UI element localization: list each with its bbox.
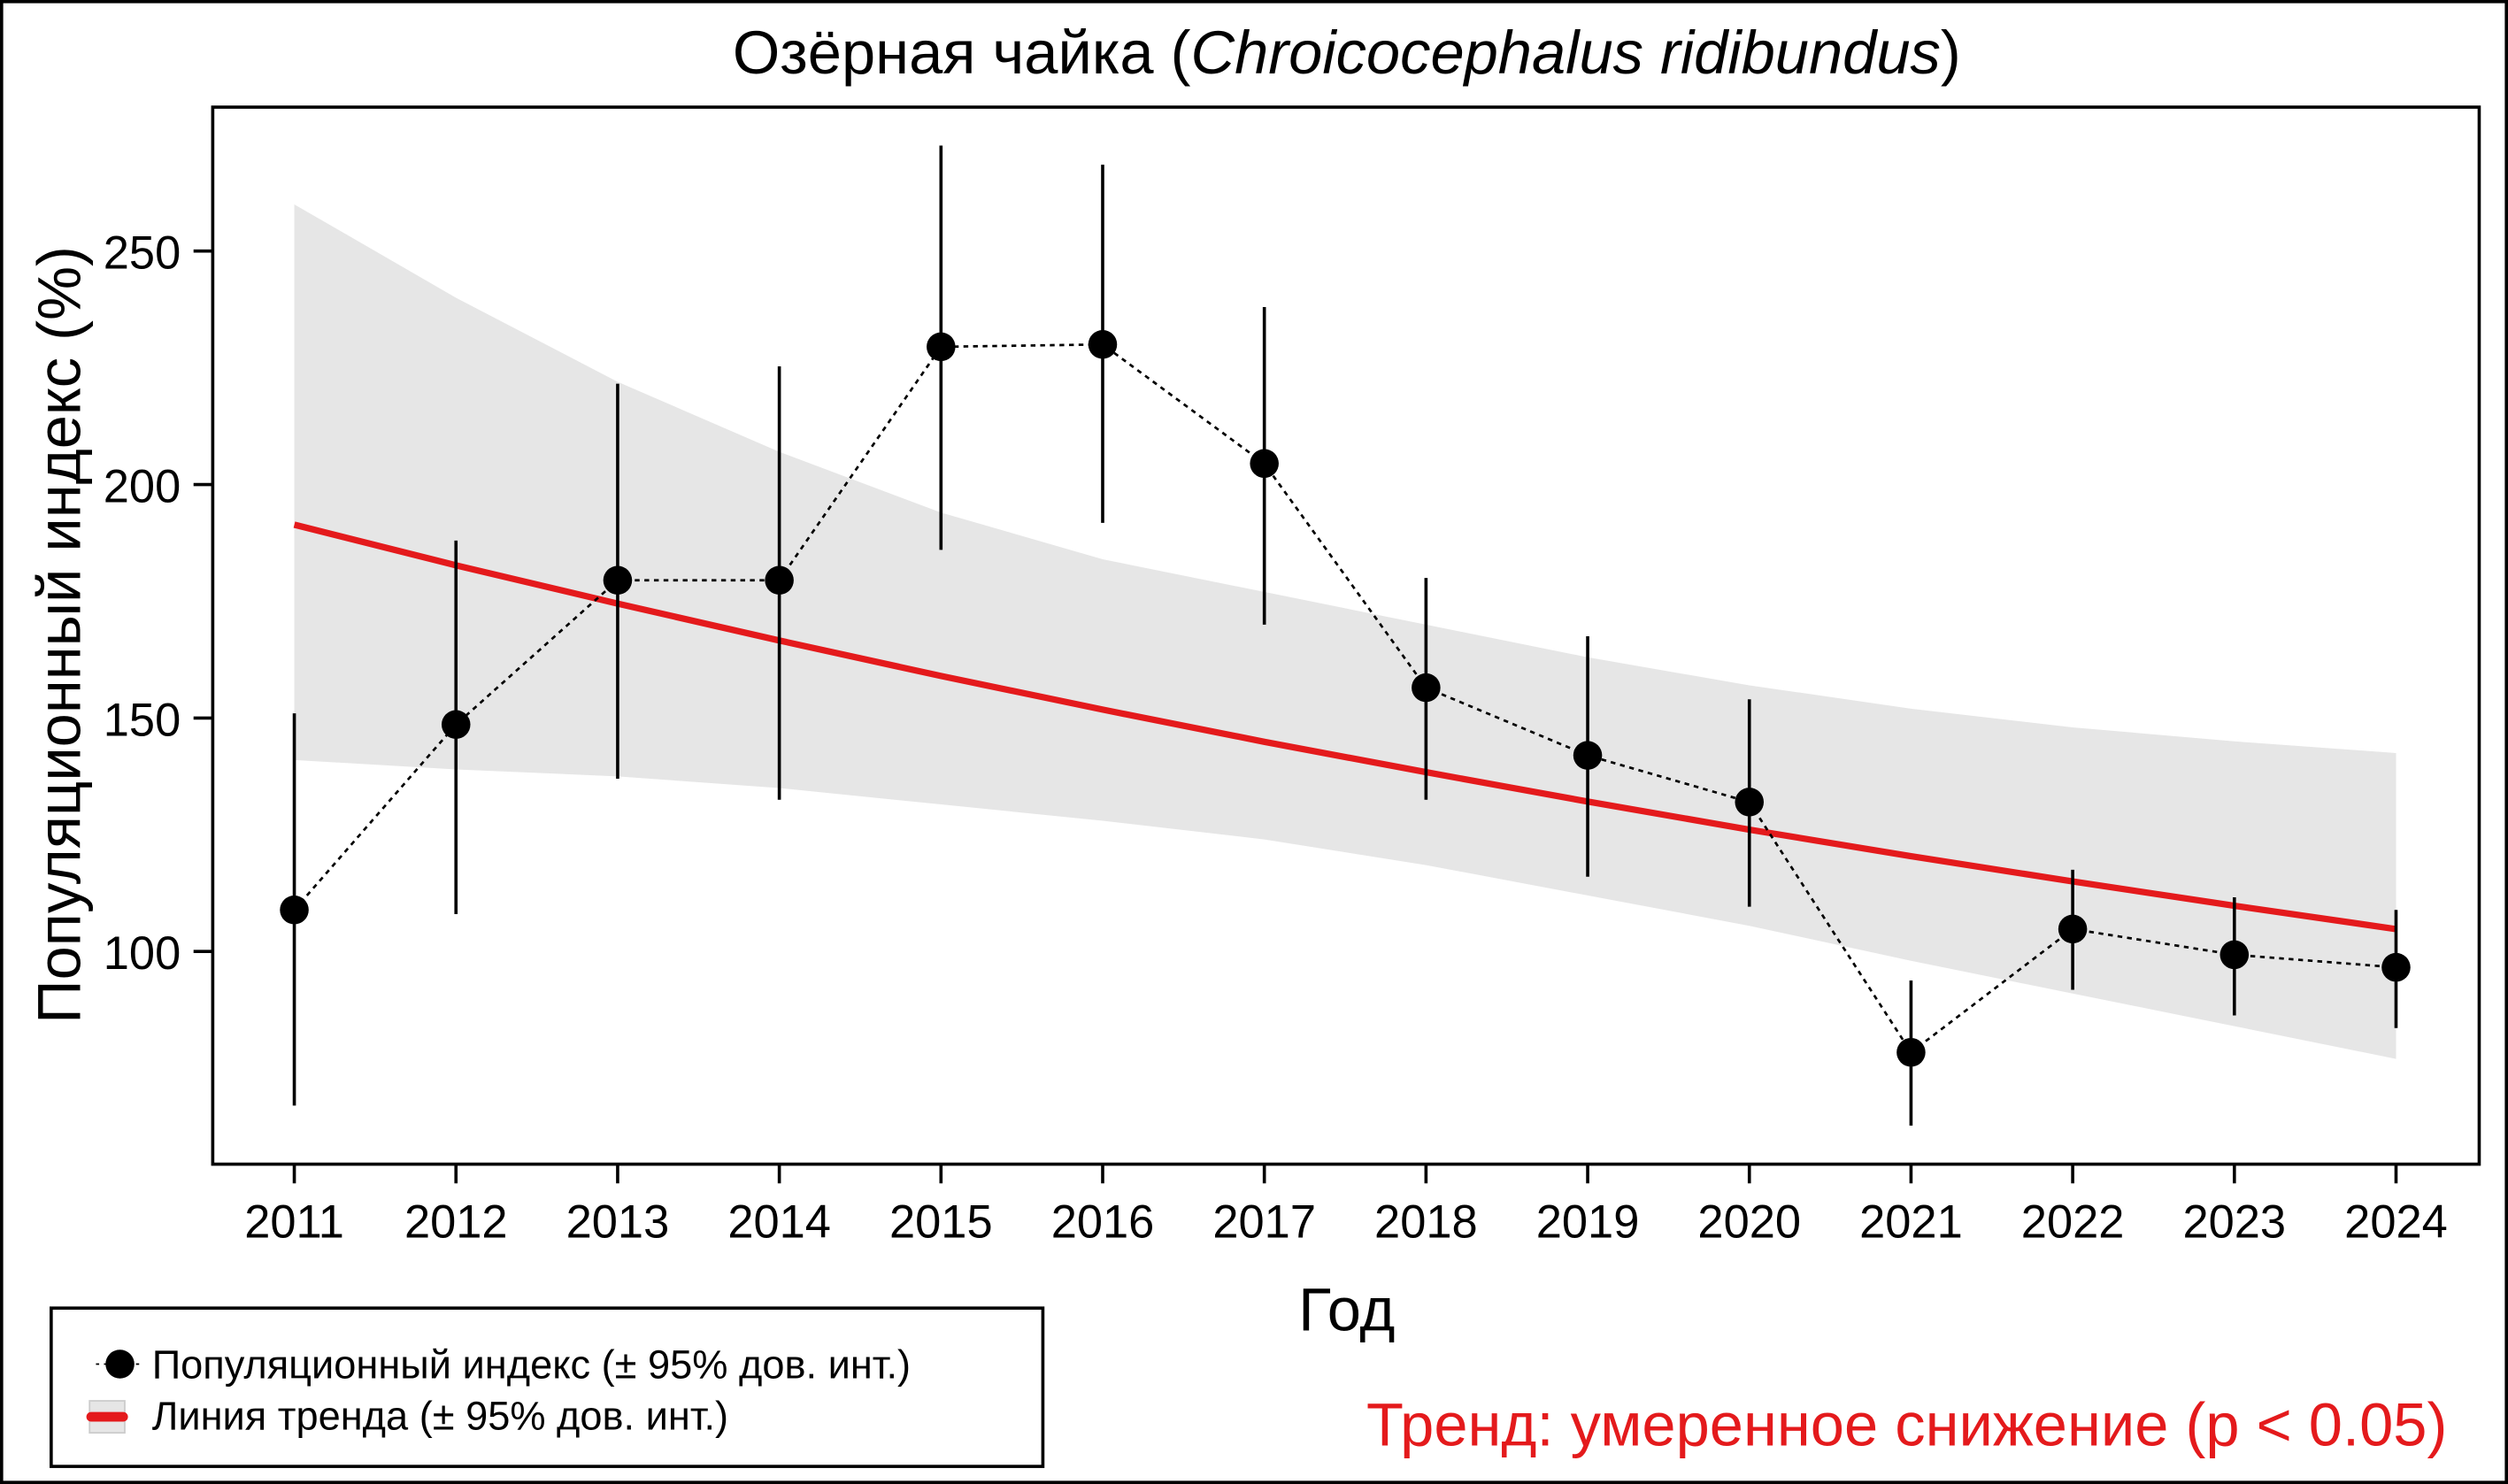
x-tick-label: 2015 [889, 1197, 993, 1249]
y-axis-label: Популяционный индекс (%) [25, 246, 93, 1024]
data-point-2017 [1250, 449, 1279, 479]
data-point-2011 [280, 896, 309, 925]
data-point-2018 [1412, 673, 1441, 703]
x-tick-label: 2019 [1536, 1197, 1640, 1249]
x-tick-label: 2014 [727, 1197, 831, 1249]
x-tick-label: 2021 [1859, 1197, 1963, 1249]
x-tick-label: 2020 [1697, 1197, 1801, 1249]
data-point-2014 [765, 565, 794, 595]
data-point-2012 [441, 710, 471, 740]
chart-title: Озёрная чайка (Chroicocephalus ridibundu… [733, 19, 1961, 87]
x-tick-label: 2011 [244, 1197, 344, 1249]
y-tick-label: 100 [104, 928, 181, 980]
data-point-2024 [2381, 952, 2411, 982]
data-point-2013 [603, 565, 633, 595]
x-tick-label: 2013 [566, 1197, 670, 1249]
trend-annotation: Тренд: умеренное снижение (p < 0.05) [1366, 1391, 2447, 1459]
x-tick-label: 2016 [1051, 1197, 1155, 1249]
data-point-2020 [1735, 788, 1765, 817]
data-point-2016 [1088, 329, 1118, 359]
data-point-2021 [1896, 1037, 1926, 1067]
legend-box [50, 1306, 1045, 1468]
x-tick-label: 2017 [1212, 1197, 1316, 1249]
x-axis-label: Год [1298, 1276, 1395, 1344]
y-tick-label: 250 [104, 228, 181, 280]
y-tick-label: 200 [104, 461, 181, 512]
x-tick-label: 2018 [1374, 1197, 1478, 1249]
data-point-2022 [2058, 914, 2088, 944]
x-tick-label: 2012 [404, 1197, 508, 1249]
trend-line [293, 521, 2396, 933]
data-point-2023 [2220, 940, 2250, 970]
plot-area-border [211, 105, 2481, 1166]
y-tick-label: 150 [104, 695, 181, 746]
x-tick-label: 2022 [2021, 1197, 2125, 1249]
x-tick-label: 2023 [2182, 1197, 2286, 1249]
index-dotted-line [293, 342, 2396, 1055]
legend-label-index: Популяционный индекс (± 95% дов. инт.) [152, 1342, 911, 1388]
data-point-2015 [927, 332, 956, 362]
legend-label-trend: Линия тренда (± 95% дов. инт.) [152, 1394, 728, 1439]
legend: Популяционный индекс (± 95% дов. инт.) Л… [50, 1306, 1045, 1468]
data-point-2019 [1573, 741, 1603, 770]
trend-confidence-band [294, 204, 2396, 1059]
x-tick-label: 2024 [2344, 1197, 2448, 1249]
legend-point-marker [105, 1349, 135, 1379]
